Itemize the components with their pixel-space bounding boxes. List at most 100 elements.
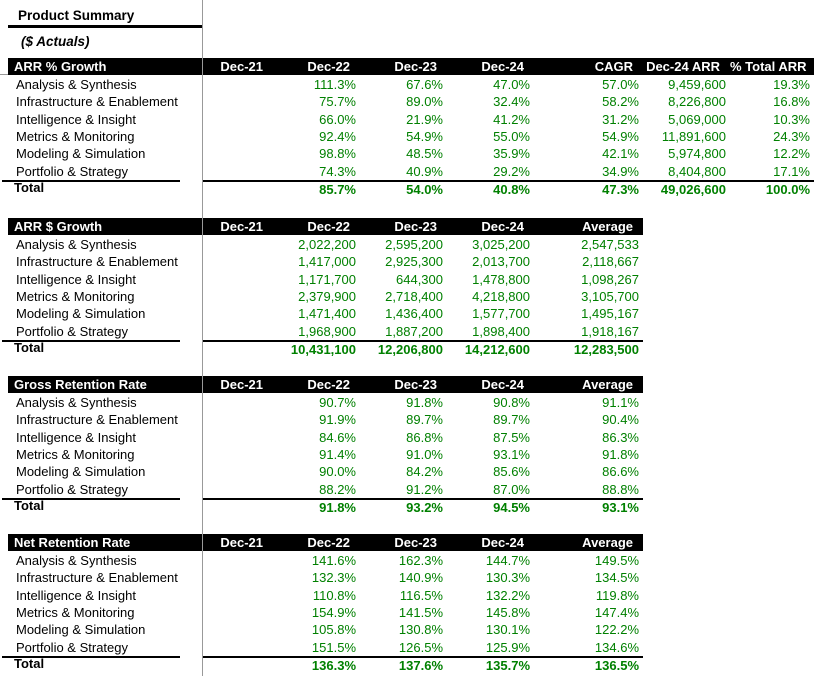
data-cell[interactable] bbox=[730, 271, 814, 288]
row-label[interactable]: Metrics & Monitoring bbox=[16, 128, 135, 144]
row-label[interactable]: Portfolio & Strategy bbox=[16, 163, 128, 179]
data-cell[interactable] bbox=[730, 639, 814, 656]
table-title[interactable]: ARR $ Growth bbox=[14, 219, 103, 234]
total-cell[interactable] bbox=[643, 340, 730, 358]
data-cell[interactable]: 17.1% bbox=[773, 163, 810, 179]
data-cell[interactable]: 90.4% bbox=[602, 412, 639, 428]
data-cell[interactable] bbox=[643, 552, 730, 569]
data-cell[interactable]: 147.4% bbox=[594, 604, 639, 620]
data-cell[interactable] bbox=[730, 621, 814, 638]
data-cell[interactable]: 74.3% bbox=[319, 163, 356, 179]
data-cell[interactable]: 54.9% bbox=[406, 128, 443, 144]
column-header[interactable]: Dec-23 bbox=[394, 377, 437, 392]
column-header[interactable]: Dec-21 bbox=[220, 59, 263, 74]
column-header[interactable]: Dec-22 bbox=[307, 535, 350, 550]
data-cell[interactable] bbox=[643, 305, 730, 322]
row-label[interactable]: Portfolio & Strategy bbox=[16, 481, 128, 497]
data-cell[interactable]: 151.5% bbox=[311, 639, 356, 655]
row-label[interactable]: Intelligence & Insight bbox=[16, 271, 136, 287]
data-cell[interactable] bbox=[643, 394, 730, 411]
data-cell[interactable]: 32.4% bbox=[493, 94, 530, 110]
data-cell[interactable]: 134.6% bbox=[594, 639, 639, 655]
data-cell[interactable] bbox=[730, 604, 814, 621]
row-label[interactable]: Analysis & Synthesis bbox=[16, 395, 137, 410]
total-cell[interactable]: 136.5% bbox=[534, 655, 643, 674]
data-cell[interactable]: 89.7% bbox=[406, 412, 443, 428]
data-cell[interactable]: 89.0% bbox=[406, 94, 443, 110]
row-label[interactable]: Metrics & Monitoring bbox=[16, 288, 135, 304]
total-cell[interactable]: 85.7% bbox=[273, 179, 360, 198]
data-cell[interactable]: 86.8% bbox=[406, 429, 443, 445]
data-cell[interactable] bbox=[730, 463, 814, 480]
data-cell[interactable]: 11,891,600 bbox=[661, 128, 726, 144]
total-cell[interactable]: 93.1% bbox=[534, 497, 643, 516]
column-header[interactable]: Dec-21 bbox=[220, 535, 263, 550]
data-cell[interactable]: 58.2% bbox=[602, 94, 639, 110]
data-cell[interactable]: 93.1% bbox=[493, 446, 530, 462]
data-cell[interactable]: 66.0% bbox=[319, 111, 356, 127]
data-cell[interactable]: 42.1% bbox=[602, 146, 639, 162]
total-cell[interactable] bbox=[730, 498, 814, 516]
data-cell[interactable]: 140.9% bbox=[398, 570, 443, 586]
data-cell[interactable] bbox=[730, 305, 814, 322]
data-cell[interactable] bbox=[202, 271, 273, 288]
data-cell[interactable]: 24.3% bbox=[773, 128, 810, 144]
data-cell[interactable]: 40.9% bbox=[406, 163, 443, 179]
data-cell[interactable]: 91.8% bbox=[602, 446, 639, 462]
data-cell[interactable]: 88.2% bbox=[319, 481, 356, 497]
column-header[interactable]: Dec-22 bbox=[307, 59, 350, 74]
data-cell[interactable]: 8,404,800 bbox=[668, 163, 726, 179]
total-cell[interactable]: 91.8% bbox=[273, 497, 360, 516]
total-cell[interactable]: 49,026,600 bbox=[643, 179, 730, 198]
data-cell[interactable] bbox=[202, 552, 273, 569]
row-label[interactable]: Intelligence & Insight bbox=[16, 429, 136, 445]
data-cell[interactable]: 126.5% bbox=[398, 639, 443, 655]
data-cell[interactable] bbox=[202, 305, 273, 322]
data-cell[interactable]: 9,459,600 bbox=[668, 77, 726, 92]
column-header[interactable]: Dec-23 bbox=[394, 219, 437, 234]
data-cell[interactable]: 91.1% bbox=[602, 395, 639, 410]
column-header[interactable]: Dec-23 bbox=[394, 59, 437, 74]
data-cell[interactable]: 1,478,800 bbox=[472, 271, 530, 287]
total-label[interactable]: Total bbox=[14, 497, 45, 513]
data-cell[interactable]: 2,022,200 bbox=[298, 237, 356, 252]
data-cell[interactable] bbox=[643, 463, 730, 480]
data-cell[interactable]: 1,968,900 bbox=[298, 323, 356, 339]
column-header[interactable]: Dec-24 bbox=[481, 59, 524, 74]
row-label[interactable]: Modeling & Simulation bbox=[16, 306, 146, 322]
column-header[interactable]: Dec-24 bbox=[481, 219, 524, 234]
data-cell[interactable]: 141.5% bbox=[398, 604, 443, 620]
total-cell[interactable]: 137.6% bbox=[360, 655, 447, 674]
data-cell[interactable]: 84.2% bbox=[406, 464, 443, 480]
data-cell[interactable]: 116.5% bbox=[399, 587, 443, 603]
total-cell[interactable] bbox=[202, 179, 273, 198]
column-header[interactable]: Dec-24 bbox=[481, 377, 524, 392]
data-cell[interactable] bbox=[643, 569, 730, 586]
data-cell[interactable]: 2,718,400 bbox=[385, 288, 443, 304]
data-cell[interactable]: 144.7% bbox=[485, 553, 530, 568]
data-cell[interactable]: 145.8% bbox=[485, 604, 530, 620]
data-cell[interactable]: 2,547,533 bbox=[581, 237, 639, 252]
data-cell[interactable]: 4,218,800 bbox=[472, 288, 530, 304]
data-cell[interactable]: 2,118,667 bbox=[582, 254, 639, 270]
data-cell[interactable]: 85.6% bbox=[493, 464, 530, 480]
data-cell[interactable] bbox=[202, 481, 273, 498]
total-cell[interactable]: 135.7% bbox=[447, 655, 534, 674]
column-header[interactable] bbox=[643, 534, 730, 551]
data-cell[interactable] bbox=[202, 411, 273, 428]
data-cell[interactable]: 55.0% bbox=[493, 128, 530, 144]
data-cell[interactable]: 1,495,167 bbox=[581, 306, 639, 322]
data-cell[interactable] bbox=[730, 411, 814, 428]
data-cell[interactable] bbox=[202, 569, 273, 586]
row-label[interactable]: Infrastructure & Enablement bbox=[16, 570, 178, 586]
data-cell[interactable]: 87.5% bbox=[493, 429, 530, 445]
row-label[interactable]: Portfolio & Strategy bbox=[16, 323, 128, 339]
row-label[interactable]: Infrastructure & Enablement bbox=[16, 94, 178, 110]
data-cell[interactable]: 119.8% bbox=[595, 587, 639, 603]
data-cell[interactable]: 132.2% bbox=[485, 587, 530, 603]
data-cell[interactable]: 154.9% bbox=[311, 604, 356, 620]
total-label[interactable]: Total bbox=[14, 655, 45, 671]
data-cell[interactable] bbox=[730, 481, 814, 498]
column-header[interactable]: Dec-22 bbox=[307, 219, 350, 234]
data-cell[interactable] bbox=[202, 604, 273, 621]
